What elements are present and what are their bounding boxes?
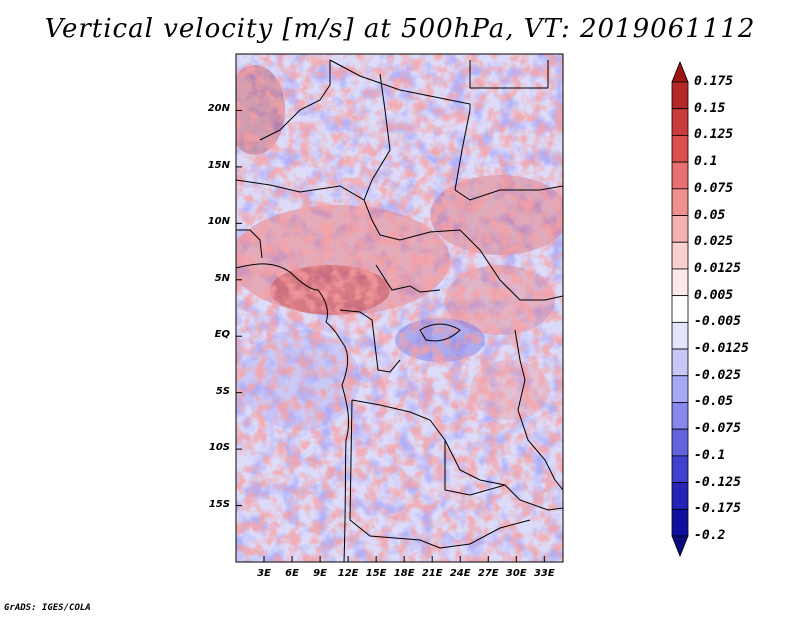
colorbar-label: -0.075 [694,421,741,437]
lon-tick-label: 3E [257,568,271,579]
colorbar-swatch [671,188,689,216]
colorbar-swatch [671,482,689,510]
colorbar-swatch [671,135,689,163]
colorbar-label: 0.075 [694,180,734,196]
colorbar-swatch [671,348,689,377]
lat-tick-label: 20N [207,103,230,115]
lon-tick-label: 18E [393,568,415,579]
lat-tick-label: 5S [215,385,230,397]
lat-tick-label: 10N [207,216,230,228]
lon-tick-label: 9E [313,568,327,579]
grads-credit: GrADS: IGES/COLA [4,603,91,613]
colorbar-label: 0.125 [694,127,734,143]
lon-tick-label: 24E [449,568,471,579]
lat-tick-label: 5N [214,272,230,284]
colorbar-label: 0.15 [694,100,726,116]
colorbar-swatch [671,108,689,136]
lon-tick-label: 33E [533,568,555,579]
colorbar-swatch [671,161,689,190]
colorbar-swatch [671,321,689,350]
colorbar-label: 0.0125 [694,260,741,276]
lon-tick-label: 21E [421,568,443,579]
map-frame [235,53,564,563]
borders [236,59,563,562]
colorbar-label: -0.2 [694,528,726,543]
colorbar-swatch [671,215,689,243]
colorbar-swatch [671,81,689,110]
colorbar-swatch [671,268,689,297]
lat-tick-label: 15S [208,498,230,510]
latitude-ticks [236,109,242,507]
lon-tick-label: 27E [477,568,499,579]
lon-tick-label: 30E [505,568,527,579]
colorbar-label: 0.1 [694,154,718,170]
colorbar-label: -0.1 [694,447,726,463]
colorbar-label: 0.025 [694,234,734,250]
colorbar-label: -0.175 [694,501,741,517]
lat-tick-label: 15N [207,159,230,171]
velocity-field [236,54,563,562]
lat-tick-label: EQ [214,329,230,341]
colorbar-label: 0.05 [694,207,726,223]
colorbar-label: -0.0125 [694,341,749,357]
colorbar-swatch [671,241,689,270]
colorbar-label: -0.125 [694,474,741,490]
colorbar-label: -0.025 [694,367,741,383]
colorbar-label: 0.175 [694,74,734,89]
colorbar-swatch [671,455,689,483]
lon-tick-label: 12E [337,568,359,579]
lat-tick-label: 10S [208,442,230,454]
colorbar-label: -0.05 [694,394,734,410]
colorbar-label: -0.005 [694,314,741,330]
lon-tick-label: 15E [365,568,387,579]
longitude-ticks [263,556,545,562]
lon-tick-label: 6E [285,568,299,579]
colorbar-swatch [671,535,689,558]
colorbar-swatch [671,428,689,457]
colorbar-swatch [671,402,689,430]
colorbar-label: 0.005 [694,287,734,303]
colorbar-swatch [671,295,689,323]
colorbar-boxes [671,60,689,558]
colorbar-swatch [671,375,689,403]
colorbar-swatch [671,508,689,537]
map-title: Vertical velocity [m/s] at 500hPa, VT: 2… [44,14,756,44]
colorbar-swatch [671,60,689,83]
